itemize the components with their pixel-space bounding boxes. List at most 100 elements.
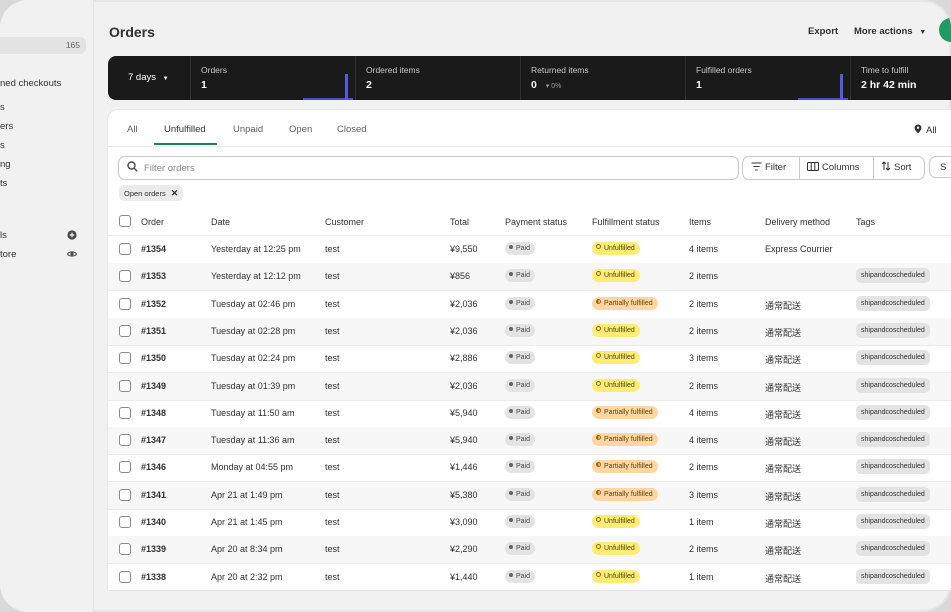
order-number[interactable]: #1341 (141, 489, 167, 500)
metric-time-to-fulfill[interactable]: Time to fulfill 2 hr 42 min (850, 56, 951, 100)
more-actions-button[interactable]: More actions ▼ (854, 26, 926, 37)
column-header-items[interactable]: Items (689, 217, 712, 227)
order-number[interactable]: #1338 (141, 571, 167, 582)
sidebar-item-products[interactable]: s (0, 102, 5, 113)
row-checkbox[interactable] (119, 543, 131, 556)
metric-label: Time to fulfill (861, 65, 909, 75)
order-date: Tuesday at 02:46 pm (211, 298, 296, 309)
columns-button[interactable]: Columns (807, 157, 860, 179)
search-input[interactable]: Filter orders (118, 156, 739, 180)
customer-name: test (325, 462, 340, 473)
sidebar-item-customers[interactable]: ers (0, 121, 14, 132)
metric-returned-items[interactable]: Returned items 0 ▾ 0% (520, 56, 685, 100)
order-number[interactable]: #1351 (141, 325, 167, 336)
tab-open[interactable]: Open (289, 124, 313, 135)
close-icon[interactable]: ✕ (170, 188, 179, 198)
order-date: Apr 21 at 1:45 pm (211, 517, 283, 527)
sidebar-item-abandoned-checkouts[interactable]: ned checkouts (0, 78, 62, 89)
filter-button[interactable]: Filter (751, 157, 786, 179)
fulfillment-status-badge: Partially fulfilled (592, 433, 658, 447)
sidebar-item-discounts[interactable]: ts (0, 178, 8, 189)
table-row[interactable]: #1339 Apr 20 at 8:34 pm test ¥2,290 Paid Unfu… (108, 536, 951, 565)
column-header-fulfillment-status[interactable]: Fulfillment status (592, 217, 660, 227)
order-number[interactable]: #1354 (141, 244, 167, 254)
order-number[interactable]: #1347 (141, 435, 167, 446)
eye-icon[interactable] (67, 249, 77, 259)
order-number[interactable]: #1340 (141, 517, 167, 527)
row-checkbox[interactable] (119, 406, 131, 419)
item-count: 2 items (689, 462, 719, 473)
table-row[interactable]: #1341 Apr 21 at 1:49 pm test ¥5,380 Paid Part… (108, 481, 951, 510)
row-checkbox[interactable] (119, 324, 131, 337)
sidebar-item-analytics[interactable]: s (0, 140, 5, 151)
column-header-total[interactable]: Total (450, 217, 470, 227)
row-checkbox[interactable] (119, 516, 131, 528)
date-range-selector[interactable]: 7 days ▼ (128, 72, 169, 83)
sort-button[interactable]: Sort (881, 157, 911, 179)
order-number[interactable]: #1346 (141, 462, 167, 473)
sidebar-item-orders[interactable]: 165 (0, 37, 86, 54)
metric-value: 1 (696, 79, 702, 91)
row-checkbox[interactable] (119, 461, 131, 474)
item-count: 2 items (689, 271, 719, 282)
table-row[interactable]: #1348 Tuesday at 11:50 am test ¥5,940 Paid Pa… (108, 400, 951, 428)
order-number[interactable]: #1349 (141, 380, 167, 391)
order-number[interactable]: #1350 (141, 353, 167, 364)
filter-chip[interactable]: Open orders ✕ (119, 185, 184, 201)
order-number[interactable]: #1352 (141, 298, 167, 309)
column-header-customer[interactable]: Customer (325, 217, 365, 227)
add-circle-icon[interactable] (67, 230, 77, 240)
status-ring-icon (596, 544, 601, 550)
tab-unpaid[interactable]: Unpaid (233, 124, 264, 135)
table-row[interactable]: #1347 Tuesday at 11:36 am test ¥5,940 Paid Pa… (108, 427, 951, 456)
sidebar-item-marketing[interactable]: ng (0, 159, 11, 170)
row-checkbox[interactable] (119, 379, 131, 392)
order-total: ¥2,886 (450, 353, 478, 364)
location-selector[interactable]: All (914, 124, 937, 136)
table-row[interactable]: #1351 Tuesday at 02:28 pm test ¥2,036 Paid Un… (108, 317, 951, 346)
row-checkbox[interactable] (119, 243, 131, 255)
row-checkbox[interactable] (119, 297, 131, 310)
column-header-delivery-method[interactable]: Delivery method (765, 217, 831, 227)
table-row[interactable]: #1340 Apr 21 at 1:45 pm test ¥3,090 Paid Unfu… (108, 509, 951, 537)
column-header-tags[interactable]: Tags (856, 217, 876, 227)
column-header-order[interactable]: Order (141, 217, 165, 227)
columns-icon (807, 162, 819, 171)
order-number[interactable]: #1353 (141, 271, 167, 282)
delivery-method: 通常配送 (765, 437, 802, 448)
search-icon (127, 161, 138, 172)
column-header-date[interactable]: Date (211, 217, 231, 227)
row-checkbox[interactable] (119, 352, 131, 365)
tab-unfulfilled[interactable]: Unfulfilled (164, 124, 206, 135)
table-row[interactable]: #1354 Yesterday at 12:25 pm test ¥9,550 Paid… (108, 236, 951, 264)
tab-closed[interactable]: Closed (337, 124, 367, 135)
sidebar-item-sales-channels[interactable]: ls (0, 230, 7, 241)
order-number[interactable]: #1348 (141, 407, 167, 418)
order-total: ¥2,290 (450, 544, 478, 555)
row-checkbox[interactable] (119, 570, 131, 583)
status-dot-icon (509, 436, 513, 441)
metric-fulfilled-orders[interactable]: Fulfilled orders 1 (685, 56, 850, 100)
sidebar-item-online-store[interactable]: tore (0, 249, 17, 260)
brand-tab (939, 18, 951, 42)
saved-views-button[interactable]: S (929, 156, 951, 178)
fulfillment-status-label: Unfulfilled (604, 545, 635, 553)
row-checkbox[interactable] (119, 488, 131, 501)
order-number[interactable]: #1339 (141, 544, 167, 555)
metric-ordered-items[interactable]: Ordered items 2 (355, 56, 520, 100)
row-checkbox[interactable] (119, 434, 131, 447)
table-row[interactable]: #1352 Tuesday at 02:46 pm test ¥2,036 Paid Pa… (108, 291, 951, 319)
table-row[interactable]: #1350 Tuesday at 02:24 pm test ¥2,886 Paid Un… (108, 345, 951, 374)
table-row[interactable]: #1338 Apr 20 at 2:32 pm test ¥1,440 Paid Unfu… (108, 564, 951, 590)
table-row[interactable]: #1353 Yesterday at 12:12 pm test ¥856 Paid Un… (108, 263, 951, 292)
metric-orders[interactable]: Orders 1 (190, 56, 355, 100)
export-button[interactable]: Export (808, 26, 839, 37)
tab-all[interactable]: All (127, 124, 138, 135)
order-total: ¥1,440 (450, 571, 478, 582)
table-row[interactable]: #1346 Monday at 04:55 pm test ¥1,446 Paid Par… (108, 454, 951, 483)
row-checkbox[interactable] (119, 270, 131, 283)
tab-bar: All Unfulfilled Unpaid Open Closed All (108, 110, 951, 146)
select-all-checkbox[interactable] (119, 215, 131, 227)
table-row[interactable]: #1349 Tuesday at 01:39 pm test ¥2,036 Paid Un… (108, 372, 951, 401)
column-header-payment-status[interactable]: Payment status (505, 217, 568, 227)
